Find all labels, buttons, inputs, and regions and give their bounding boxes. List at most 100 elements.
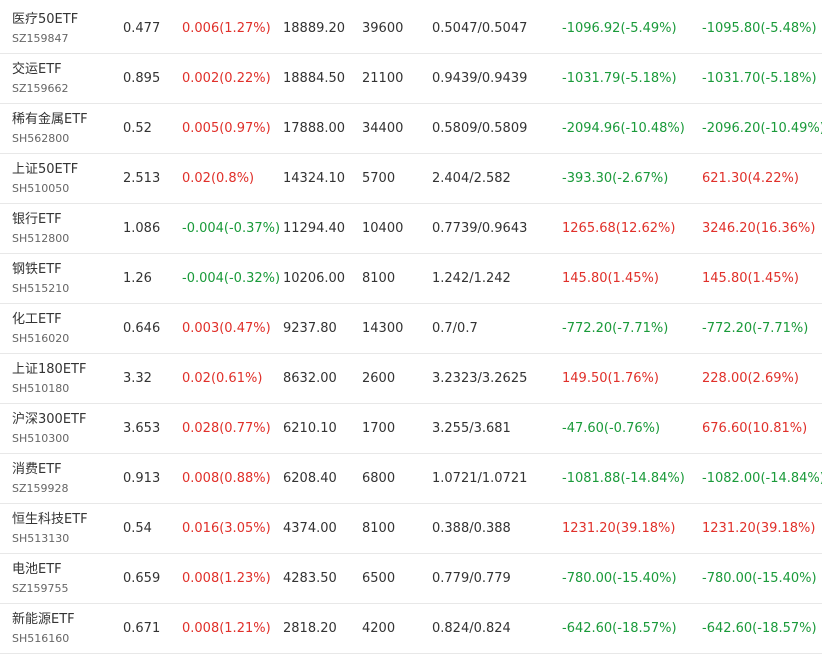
fund-name[interactable]: 银行ETF	[12, 212, 62, 227]
market-value-cell: 4374.00	[283, 521, 337, 536]
change-cell: 0.028(0.77%)	[182, 421, 271, 436]
market-value-cell: 18884.50	[283, 71, 346, 86]
quantity-cell: 21100	[362, 71, 404, 86]
profit-loss-cell: -1096.92(-5.49%)	[562, 21, 677, 36]
change-cell: 0.008(0.88%)	[182, 471, 271, 486]
market-value-cell: 9237.80	[283, 321, 337, 336]
profit-loss-cell: -47.60(-0.76%)	[562, 421, 661, 436]
table-row[interactable]: 恒生科技ETF SH513130 0.54 0.016(3.05%) 4374.00 81…	[0, 504, 822, 554]
profit-loss-cell: -642.60(-18.57%)	[562, 621, 677, 636]
price-cell: 0.52	[123, 121, 152, 136]
market-value-cell: 11294.40	[283, 221, 346, 236]
market-value-cell: 4283.50	[283, 571, 337, 586]
profit-loss-cell: -393.30(-2.67%)	[562, 171, 669, 186]
fund-name[interactable]: 新能源ETF	[12, 612, 75, 627]
cost-cell: 0.388/0.388	[432, 521, 511, 536]
fund-code: SZ159847	[12, 32, 69, 45]
change-cell: 0.005(0.97%)	[182, 121, 271, 136]
market-value-cell: 2818.20	[283, 621, 337, 636]
profit-loss-cell: 149.50(1.76%)	[562, 371, 659, 386]
change-cell: 0.008(1.23%)	[182, 571, 271, 586]
fund-name[interactable]: 电池ETF	[12, 562, 62, 577]
table-row[interactable]: 电池ETF SZ159755 0.659 0.008(1.23%) 4283.50 650…	[0, 554, 822, 604]
cost-cell: 0.779/0.779	[432, 571, 511, 586]
table-row[interactable]: 上证180ETF SH510180 3.32 0.02(0.61%) 8632.00 26…	[0, 354, 822, 404]
fund-code: SZ159928	[12, 482, 69, 495]
fund-code: SH513130	[12, 532, 70, 545]
change-cell: 0.008(1.21%)	[182, 621, 271, 636]
total-profit-loss-cell: -1095.80(-5.48%)	[702, 21, 817, 36]
quantity-cell: 4200	[362, 621, 396, 636]
cost-cell: 0.7739/0.9643	[432, 221, 528, 236]
quantity-cell: 14300	[362, 321, 404, 336]
change-cell: 0.003(0.47%)	[182, 321, 271, 336]
fund-name[interactable]: 上证50ETF	[12, 162, 79, 177]
price-cell: 0.913	[123, 471, 161, 486]
price-cell: 0.477	[123, 21, 161, 36]
market-value-cell: 17888.00	[283, 121, 346, 136]
total-profit-loss-cell: 676.60(10.81%)	[702, 421, 808, 436]
table-row[interactable]: 上证50ETF SH510050 2.513 0.02(0.8%) 14324.10 57…	[0, 154, 822, 204]
quantity-cell: 34400	[362, 121, 404, 136]
change-cell: 0.016(3.05%)	[182, 521, 271, 536]
table-row[interactable]: 银行ETF SH512800 1.086 -0.004(-0.37%) 11294.40…	[0, 204, 822, 254]
change-cell: -0.004(-0.32%)	[182, 271, 281, 286]
quantity-cell: 6800	[362, 471, 396, 486]
total-profit-loss-cell: -1031.70(-5.18%)	[702, 71, 817, 86]
change-cell: 0.002(0.22%)	[182, 71, 271, 86]
quantity-cell: 39600	[362, 21, 404, 36]
fund-code: SH512800	[12, 232, 70, 245]
fund-name[interactable]: 消费ETF	[12, 462, 62, 477]
fund-code: SH515210	[12, 282, 70, 295]
fund-code: SH510300	[12, 432, 70, 445]
table-row[interactable]: 钢铁ETF SH515210 1.26 -0.004(-0.32%) 10206.00 8…	[0, 254, 822, 304]
change-cell: 0.006(1.27%)	[182, 21, 271, 36]
fund-name[interactable]: 稀有金属ETF	[12, 112, 88, 127]
table-row[interactable]: 交运ETF SZ159662 0.895 0.002(0.22%) 18884.50 21…	[0, 54, 822, 104]
fund-name[interactable]: 医疗50ETF	[12, 12, 79, 27]
fund-name[interactable]: 交运ETF	[12, 62, 62, 77]
market-value-cell: 14324.10	[283, 171, 346, 186]
market-value-cell: 6210.10	[283, 421, 337, 436]
quantity-cell: 8100	[362, 271, 396, 286]
market-value-cell: 10206.00	[283, 271, 346, 286]
fund-name[interactable]: 钢铁ETF	[12, 262, 62, 277]
profit-loss-cell: -780.00(-15.40%)	[562, 571, 677, 586]
total-profit-loss-cell: -780.00(-15.40%)	[702, 571, 817, 586]
profit-loss-cell: -1081.88(-14.84%)	[562, 471, 685, 486]
table-row[interactable]: 稀有金属ETF SH562800 0.52 0.005(0.97%) 17888.00 3…	[0, 104, 822, 154]
table-row[interactable]: 沪深300ETF SH510300 3.653 0.028(0.77%) 6210.10…	[0, 404, 822, 454]
cost-cell: 0.5809/0.5809	[432, 121, 528, 136]
total-profit-loss-cell: -642.60(-18.57%)	[702, 621, 817, 636]
price-cell: 0.659	[123, 571, 161, 586]
table-row[interactable]: 医疗50ETF SZ159847 0.477 0.006(1.27%) 18889.20…	[0, 4, 822, 54]
change-cell: -0.004(-0.37%)	[182, 221, 281, 236]
fund-code: SH516160	[12, 632, 70, 645]
profit-loss-cell: 145.80(1.45%)	[562, 271, 659, 286]
fund-code: SH516020	[12, 332, 70, 345]
table-row[interactable]: 化工ETF SH516020 0.646 0.003(0.47%) 9237.80 143…	[0, 304, 822, 354]
table-row[interactable]: 消费ETF SZ159928 0.913 0.008(0.88%) 6208.40 680…	[0, 454, 822, 504]
market-value-cell: 18889.20	[283, 21, 346, 36]
price-cell: 0.646	[123, 321, 161, 336]
table-row[interactable]: 新能源ETF SH516160 0.671 0.008(1.21%) 2818.20 42…	[0, 604, 822, 654]
cost-cell: 0.5047/0.5047	[432, 21, 528, 36]
quantity-cell: 6500	[362, 571, 396, 586]
price-cell: 0.895	[123, 71, 161, 86]
fund-name[interactable]: 恒生科技ETF	[12, 512, 88, 527]
fund-code: SZ159662	[12, 82, 69, 95]
quantity-cell: 1700	[362, 421, 396, 436]
market-value-cell: 6208.40	[283, 471, 337, 486]
total-profit-loss-cell: 228.00(2.69%)	[702, 371, 799, 386]
change-cell: 0.02(0.8%)	[182, 171, 255, 186]
total-profit-loss-cell: 3246.20(16.36%)	[702, 221, 816, 236]
fund-name[interactable]: 化工ETF	[12, 312, 62, 327]
price-cell: 1.086	[123, 221, 161, 236]
fund-name[interactable]: 上证180ETF	[12, 362, 87, 377]
fund-code: SH510180	[12, 382, 70, 395]
market-value-cell: 8632.00	[283, 371, 337, 386]
fund-name[interactable]: 沪深300ETF	[12, 412, 87, 427]
price-cell: 3.653	[123, 421, 161, 436]
cost-cell: 1.0721/1.0721	[432, 471, 528, 486]
